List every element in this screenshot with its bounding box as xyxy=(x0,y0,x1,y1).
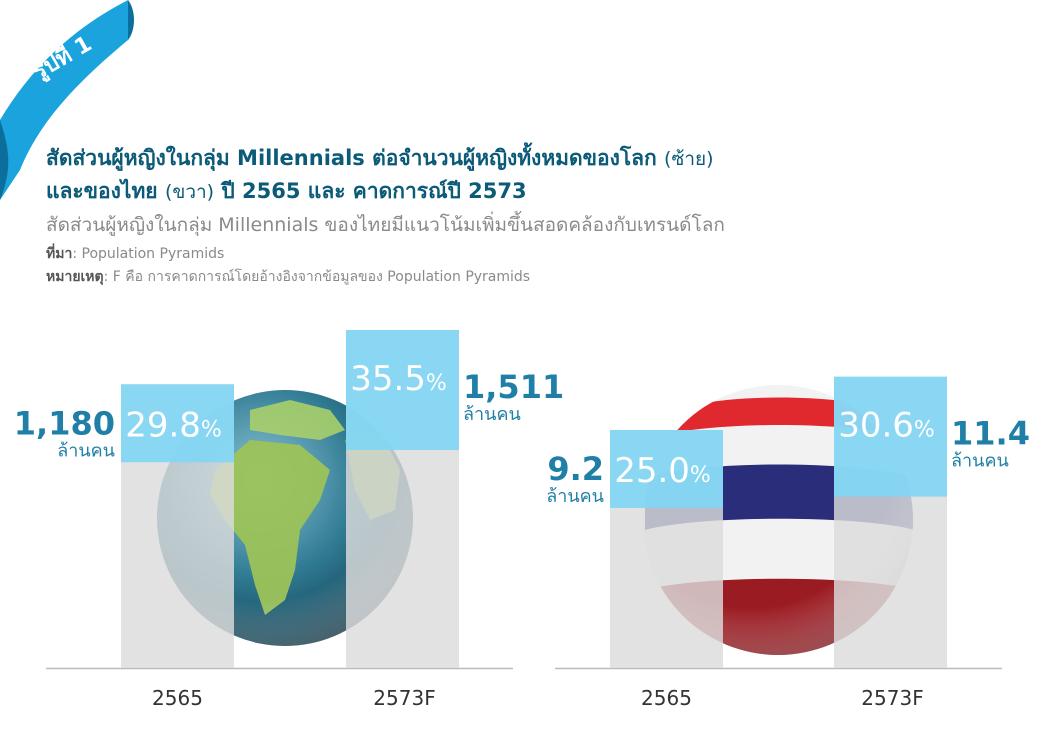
title-line1-main: สัดส่วนผู้หญิงในกลุ่ม Millennials ต่อจำน… xyxy=(46,146,657,170)
population-value: 11.4 xyxy=(951,415,1030,453)
title-line2-pre: และของไทย xyxy=(46,179,158,203)
chart-subtitle: สัดส่วนผู้หญิงในกลุ่ม Millennials ของไทย… xyxy=(46,214,725,236)
population-unit: ล้านคน xyxy=(951,451,1009,472)
chart-title: สัดส่วนผู้หญิงในกลุ่ม Millennials ต่อจำน… xyxy=(46,142,1026,208)
source-text: : Population Pyramids xyxy=(72,246,225,262)
population-unit: ล้านคน xyxy=(463,404,521,425)
population-value: 1,180 xyxy=(14,404,115,442)
category-label: 2565 xyxy=(641,686,692,710)
title-line2-post: ปี 2565 และ คาดการณ์ปี 2573 xyxy=(221,179,527,203)
remark-note: หมายเหตุ: F คือ การคาดการณ์โดยอ้างอิงจาก… xyxy=(46,266,530,288)
category-label: 2573F xyxy=(373,686,435,710)
population-value: 9.2 xyxy=(547,450,604,488)
category-label: 2573F xyxy=(861,686,923,710)
bar-highlight xyxy=(346,330,459,450)
bar-highlight xyxy=(121,384,234,463)
remark-label: หมายเหตุ xyxy=(46,269,104,285)
percent-label: 35.5% xyxy=(350,359,447,399)
title-line1-paren: (ซ้าย) xyxy=(664,148,714,170)
percent-label: 25.0% xyxy=(614,451,711,491)
remark-text: : F คือ การคาดการณ์โดยอ้างอิงจากข้อมูลขอ… xyxy=(103,269,531,285)
percent-label: 30.6% xyxy=(838,406,935,446)
bar-highlight xyxy=(610,429,723,508)
title-line2-paren: (ขวา) xyxy=(164,181,215,203)
source-note: ที่มา: Population Pyramids xyxy=(46,243,224,265)
figure-badge-ribbon xyxy=(0,0,134,200)
category-label: 2565 xyxy=(152,686,203,710)
population-value: 1,511 xyxy=(463,368,564,406)
population-unit: ล้านคน xyxy=(546,486,604,507)
source-label: ที่มา xyxy=(46,246,73,262)
bar-highlight xyxy=(834,376,947,497)
population-unit: ล้านคน xyxy=(57,440,115,461)
percent-label: 29.8% xyxy=(125,405,222,445)
